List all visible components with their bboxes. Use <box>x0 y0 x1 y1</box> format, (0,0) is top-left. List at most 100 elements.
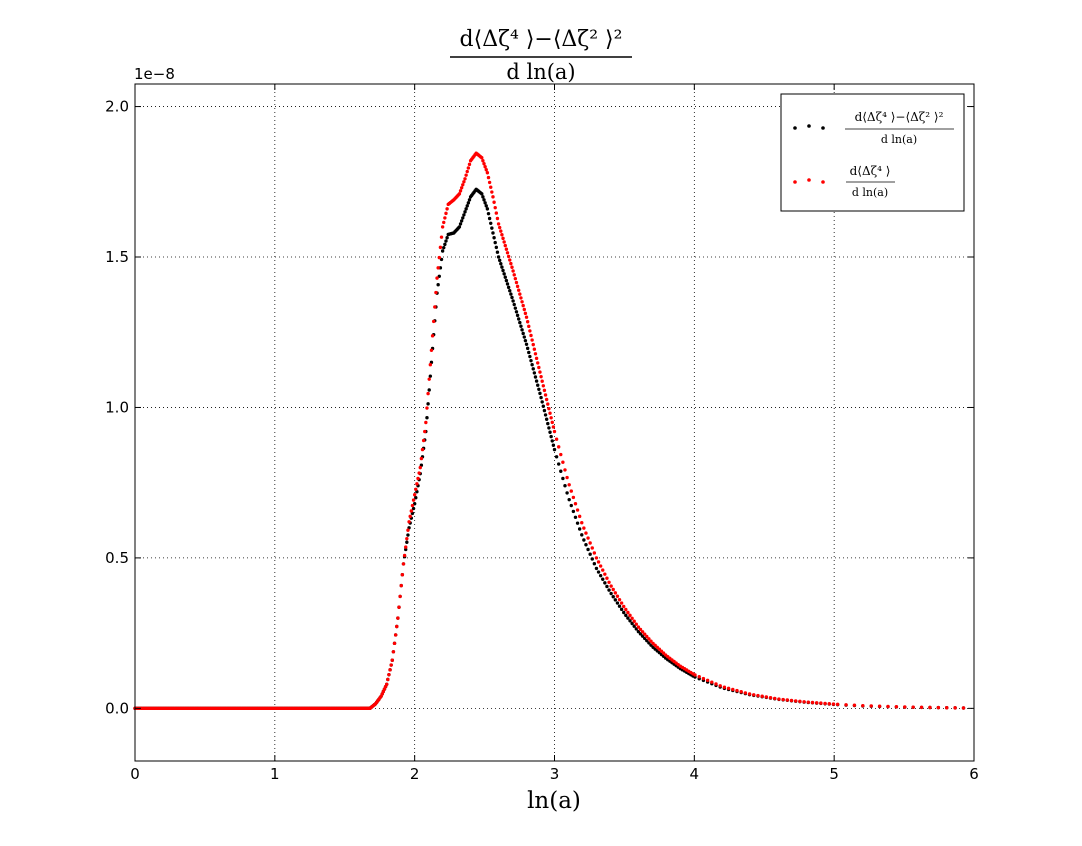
data-point <box>462 213 466 217</box>
data-point <box>877 704 882 708</box>
data-point <box>626 616 630 620</box>
data-point <box>391 650 396 654</box>
data-point <box>541 384 546 388</box>
data-point <box>537 365 541 370</box>
data-point <box>459 186 464 190</box>
legend-marker <box>821 180 825 184</box>
data-point <box>607 588 611 592</box>
data-point <box>598 564 603 568</box>
data-point <box>513 306 518 310</box>
data-point <box>743 691 748 695</box>
data-point <box>619 601 624 605</box>
data-point <box>540 400 544 404</box>
data-point <box>481 159 485 163</box>
data-point <box>831 702 836 706</box>
data-point <box>844 703 848 707</box>
series-layer <box>133 151 966 711</box>
data-point <box>584 531 588 535</box>
data-point <box>434 290 438 295</box>
data-point <box>500 265 504 269</box>
data-point <box>458 222 463 226</box>
data-point <box>710 680 714 684</box>
data-point <box>697 675 701 679</box>
data-point <box>444 211 448 216</box>
data-point <box>592 561 597 566</box>
data-point <box>565 475 569 480</box>
data-point <box>464 173 468 177</box>
data-point <box>457 225 462 229</box>
data-point <box>522 307 526 312</box>
y-tick-label: 0.0 <box>105 699 129 717</box>
legend-denominator: d ln(a) <box>852 186 888 199</box>
data-point <box>596 570 601 574</box>
data-point <box>764 695 769 699</box>
data-point <box>515 313 520 318</box>
data-point <box>760 694 764 698</box>
data-point <box>398 594 402 599</box>
data-point <box>524 342 529 346</box>
data-point <box>638 627 643 632</box>
data-point <box>563 483 567 488</box>
data-point <box>504 247 509 251</box>
data-point <box>552 429 557 434</box>
data-point <box>569 503 573 508</box>
data-point <box>515 284 520 289</box>
data-point <box>486 211 491 216</box>
data-point <box>584 543 588 547</box>
data-point <box>461 216 465 220</box>
data-point <box>386 677 390 682</box>
data-point <box>431 319 436 324</box>
data-point <box>903 705 907 709</box>
y-tick-labels: 0.0 0.5 1.0 1.5 2.0 <box>105 98 129 718</box>
data-point <box>395 624 399 629</box>
data-point <box>605 576 609 580</box>
data-point <box>546 421 550 426</box>
data-point <box>438 245 443 250</box>
data-point <box>510 265 514 269</box>
data-point <box>861 703 865 708</box>
data-point <box>550 439 554 443</box>
title-numerator: d⟨Δζ⁴ ⟩−⟨Δζ² ⟩² <box>460 27 623 52</box>
data-point <box>632 619 636 623</box>
data-point <box>532 347 537 351</box>
data-point <box>525 346 530 351</box>
data-point <box>582 538 586 542</box>
data-point <box>436 282 440 287</box>
data-point <box>512 273 516 277</box>
data-point <box>429 348 434 352</box>
data-point <box>530 363 534 367</box>
data-point <box>626 610 630 615</box>
data-point <box>519 324 523 328</box>
y-tick-label: 1.0 <box>105 398 129 416</box>
data-point <box>827 702 831 706</box>
data-point <box>439 235 444 239</box>
data-point <box>509 292 513 296</box>
data-point <box>496 255 501 259</box>
data-point <box>571 495 576 500</box>
data-point <box>466 166 471 170</box>
data-point <box>411 506 416 511</box>
data-point <box>542 388 547 393</box>
data-point <box>573 502 578 506</box>
data-point <box>619 607 624 612</box>
data-point <box>735 688 739 693</box>
x-tick-label: 3 <box>550 765 560 783</box>
axis-ticks <box>134 84 975 761</box>
data-point <box>390 658 394 662</box>
data-point <box>580 521 584 525</box>
data-point <box>482 162 486 166</box>
data-point <box>389 663 393 667</box>
data-point <box>492 236 496 240</box>
data-point <box>502 272 506 276</box>
data-point <box>603 572 607 576</box>
data-point <box>419 456 424 461</box>
data-point <box>945 706 949 710</box>
data-point <box>414 496 418 500</box>
title-denominator: d ln(a) <box>506 60 575 84</box>
data-point <box>718 684 722 688</box>
data-point <box>497 258 502 263</box>
data-point <box>548 430 552 434</box>
data-point <box>588 552 592 556</box>
data-point <box>415 482 419 486</box>
data-point <box>551 443 556 447</box>
